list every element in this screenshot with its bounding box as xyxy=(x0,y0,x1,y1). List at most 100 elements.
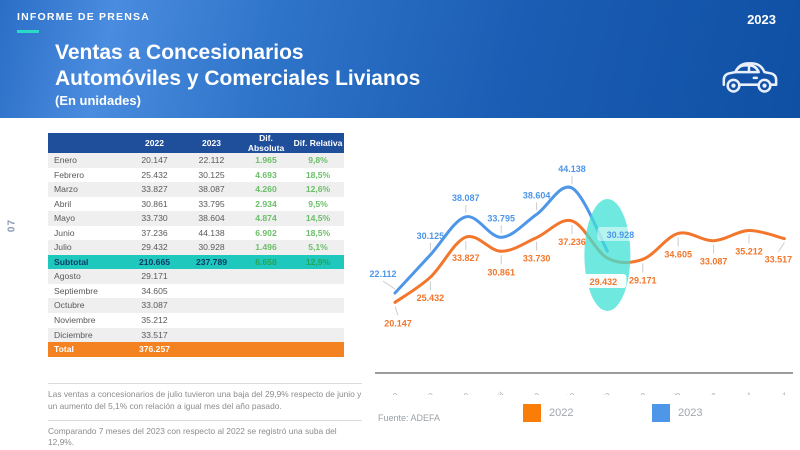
data-label-2022: 33.827 xyxy=(452,253,480,263)
x-axis-label: Agosto xyxy=(624,390,647,395)
x-axis-label: Noviembr xyxy=(724,390,753,395)
x-axis-label: Mayo xyxy=(522,390,541,395)
data-label-2022: 25.432 xyxy=(417,293,445,303)
data-label-2023: 38.087 xyxy=(452,193,480,203)
row-value xyxy=(240,342,292,357)
column-header: Dif. Relativa xyxy=(292,133,344,153)
row-value xyxy=(183,284,240,299)
data-label-2022: 34.605 xyxy=(664,249,692,259)
page-title-line1: Ventas a Concesionarios xyxy=(55,41,304,64)
row-label: Mayo xyxy=(48,211,126,226)
row-value: 38.604 xyxy=(183,211,240,226)
note-paragraph: Comparando 7 meses del 2023 con respecto… xyxy=(48,419,362,450)
row-value xyxy=(183,327,240,343)
row-value: 20.147 xyxy=(126,153,183,168)
data-label-2022: 30.861 xyxy=(487,267,515,277)
table-row: Total 376.257 xyxy=(48,342,344,357)
legend-label-2022: 2022 xyxy=(549,407,574,419)
x-axis-label: Octubre xyxy=(693,390,718,395)
page-subtitle: (En unidades) xyxy=(55,93,141,109)
row-value: 29.171 xyxy=(126,269,183,284)
table-row: Abril 30.861 33.795 2.934 9,5% xyxy=(48,197,344,212)
legend-label-2023: 2023 xyxy=(678,407,703,419)
table-row: Agosto 29.171 xyxy=(48,269,344,284)
legend-swatch-2022 xyxy=(523,404,541,422)
row-value xyxy=(240,269,292,284)
row-value: 37.236 xyxy=(141,227,168,238)
column-header: Dif. Absoluta xyxy=(240,133,292,153)
row-value xyxy=(292,269,344,284)
row-value: 2.934 xyxy=(255,198,277,209)
table-row: Noviembre 35.212 xyxy=(48,313,344,328)
source-caption: Fuente: ADEFA xyxy=(378,413,441,423)
row-label: Septiembre xyxy=(54,285,98,296)
data-label-2023-july: 30.928 xyxy=(607,230,635,240)
row-value: 33.795 xyxy=(198,198,225,209)
table-row: Subtotal 210.665 237.789 6.658 12,9% xyxy=(48,254,344,270)
x-axis-label: Enero xyxy=(379,390,400,395)
row-label: Noviembre xyxy=(54,314,96,325)
row-value: 12,6% xyxy=(292,182,344,197)
sales-table: 2022 2023 Dif. Absoluta Dif. Relativa Enero 2… xyxy=(48,133,344,357)
row-value: 1.496 xyxy=(240,240,292,255)
row-value: 30.861 xyxy=(141,198,168,209)
data-label-2022: 33.517 xyxy=(765,255,793,265)
data-label-2023: 33.795 xyxy=(487,213,515,223)
row-value xyxy=(183,342,240,357)
row-value: 22.112 xyxy=(183,153,240,168)
series-2023-line xyxy=(393,185,609,295)
legend-item-2022: 2022 xyxy=(523,404,573,422)
column-header: 2023 xyxy=(183,133,240,153)
row-value: 376.257 xyxy=(126,342,183,357)
row-label: Abril xyxy=(54,198,72,209)
row-value xyxy=(183,313,240,328)
data-label-2022-july: 29.432 xyxy=(590,277,618,287)
table-row: Enero 20.147 22.112 1.965 9,8% xyxy=(48,153,344,168)
x-axis-label: Febrero xyxy=(410,390,435,395)
row-value: 12,9% xyxy=(292,254,344,270)
page-number: 07 xyxy=(6,218,18,233)
july-2022-pill xyxy=(580,274,627,288)
row-value xyxy=(240,284,292,299)
table-row: Febrero 25.432 30.125 4.693 18,5% xyxy=(48,168,344,183)
data-label-2022: 33.730 xyxy=(523,254,551,264)
row-value: 1.965 xyxy=(240,153,292,168)
car-icon xyxy=(718,52,780,103)
row-value: 33.827 xyxy=(126,182,183,197)
row-value xyxy=(292,342,344,357)
note-paragraph: Las ventas a concesionarios de julio tuv… xyxy=(48,383,362,413)
row-value: 29.432 xyxy=(126,240,183,255)
page-title-line2: Automóviles y Comerciales Livianos xyxy=(55,67,421,91)
x-axis-label: Julio xyxy=(595,390,612,395)
row-value: 6.658 xyxy=(240,254,292,270)
row-value: 4.874 xyxy=(240,211,292,226)
row-label: Julio xyxy=(48,240,126,255)
row-value xyxy=(240,313,292,328)
x-axis-label: Marzo xyxy=(449,390,470,395)
header-band: INFORME DE PRENSA Ventas a Concesionario… xyxy=(0,0,800,118)
row-value: 25.432 xyxy=(141,169,168,180)
table-row: Diciembre 33.517 xyxy=(48,327,344,343)
row-value: 4.693 xyxy=(255,169,277,180)
column-header: 2022 xyxy=(126,133,183,153)
row-value: 4.260 xyxy=(240,182,292,197)
row-value: 18,5% xyxy=(305,169,331,180)
data-label-2023: 44.138 xyxy=(558,164,586,174)
july-2023-pill xyxy=(597,227,644,241)
row-label: Total xyxy=(48,342,126,357)
data-label-2022: 20.147 xyxy=(384,318,412,328)
row-value: 6.902 xyxy=(255,227,277,238)
row-value: 33.087 xyxy=(126,298,183,314)
row-value xyxy=(240,327,292,343)
row-value: 5,1% xyxy=(292,240,344,255)
row-value xyxy=(292,327,344,343)
data-label-2023: 38.604 xyxy=(523,190,551,200)
x-axis-label: Septiemb xyxy=(654,390,683,395)
row-label: Febrero xyxy=(54,169,85,180)
x-axis-label: Diciembr xyxy=(762,390,790,395)
data-label-2022: 33.087 xyxy=(700,257,728,267)
row-value: 44.138 xyxy=(198,227,225,238)
row-label: Marzo xyxy=(48,182,126,197)
sales-data-table: 2022 2023 Dif. Absoluta Dif. Relativa Enero 2… xyxy=(48,133,344,357)
